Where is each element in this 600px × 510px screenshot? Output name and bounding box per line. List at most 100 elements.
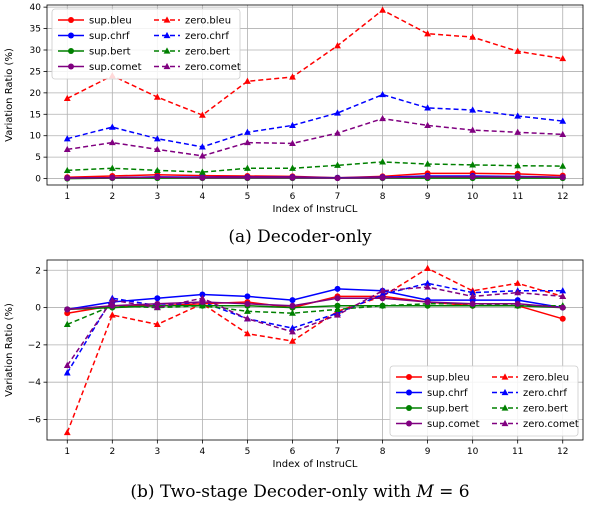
legend-label: sup.bleu [427,373,470,384]
data-point-sup.comet [244,174,251,181]
legend-label: sup.bert [89,47,131,58]
x-tick-label: 4 [200,192,206,202]
data-point-zero.bert [469,161,477,168]
data-point-zero.comet [334,129,341,136]
data-point-zero.bleu [198,111,206,118]
data-point-zero.chrf [424,279,432,286]
data-point-zero.chrf [424,104,432,111]
data-point-zero.chrf [289,121,296,129]
y-tick-label: −6 [28,415,42,425]
caption-bottom: (b) Two-stage Decoder-only with M = 6 [130,482,469,502]
data-point-zero.bleu [63,428,71,436]
caption-bottom-text: (b) Two-stage Decoder-only with [130,482,416,502]
legend-swatch-marker [163,16,171,23]
y-tick-label: 35 [30,25,41,35]
axes-frame [46,259,584,441]
y-tick-label: 40 [30,3,42,13]
y-tick-label: 15 [30,110,41,120]
y-tick-label: −4 [28,378,42,388]
series-line-zero.bleu [66,267,563,433]
data-point-zero.comet [153,145,161,153]
data-point-sup.comet [469,173,476,180]
legend-box [51,8,241,80]
x-tick-label: 6 [290,192,296,202]
data-point-zero.comet [469,292,477,299]
data-point-zero.chrf [63,135,71,142]
data-point-sup.comet [64,306,71,313]
legend-box [389,365,579,437]
data-point-zero.bert [334,305,341,313]
data-point-zero.bert [334,161,341,168]
x-tick-label: 8 [380,192,386,202]
data-point-zero.comet [424,121,432,129]
data-point-zero.comet [469,126,477,133]
data-point-sup.comet [64,175,71,182]
axes-frame [46,4,584,186]
legend-swatch-marker [68,63,74,70]
data-point-zero.comet [153,303,161,311]
data-point-zero.comet [108,138,116,146]
legend-swatch-marker [501,404,509,411]
data-point-sup.comet [559,174,566,181]
data-point-zero.comet [289,328,296,335]
caption-bottom-math-rest: = 6 [434,482,470,502]
series-line-sup.bert [67,304,563,311]
data-point-zero.bleu [244,77,251,84]
data-point-zero.bert [244,164,251,171]
data-point-zero.bert [559,162,567,169]
data-point-zero.bleu [63,94,71,102]
x-tick-label: 1 [64,447,70,457]
data-point-sup.comet [289,302,296,309]
x-tick-label: 8 [380,447,386,457]
legend-label: zero.bleu [523,373,569,384]
data-point-zero.bert [153,166,161,174]
data-point-sup.chrf [199,291,206,298]
y-axis-label: Variation Ratio (%) [4,303,15,397]
data-point-zero.bert [63,166,71,174]
x-tick-label: 5 [245,192,251,202]
y-tick-label: 5 [35,153,41,163]
legend-swatch-marker [68,32,74,39]
data-point-zero.bert [289,164,296,171]
data-point-sup.comet [559,304,566,311]
data-point-zero.bert [244,307,251,314]
data-point-zero.comet [244,138,251,146]
caption-top: (a) Decoder-only [228,227,372,247]
data-point-zero.bert [379,302,386,309]
data-point-sup.comet [109,302,116,309]
legend-swatch-marker [163,62,171,70]
legend-label: zero.chrf [185,31,229,42]
legend-swatch-marker [406,405,412,411]
legend-swatch-marker [406,389,412,396]
x-tick-label: 1 [64,192,70,202]
x-tick-label: 11 [512,192,523,202]
data-point-sup.comet [424,173,431,180]
data-point-sup.comet [514,300,521,307]
legend-swatch-marker [406,420,412,427]
data-point-sup.chrf [154,295,161,302]
data-point-zero.bert [63,320,71,327]
data-point-zero.comet [379,287,386,294]
data-point-sup.chrf [244,293,251,300]
x-tick-label: 3 [154,447,160,457]
x-tick-label: 2 [109,192,115,202]
x-tick-label: 12 [557,447,568,457]
caption-bottom-wrapper: (b) Two-stage Decoder-only with M = 6 [130,482,469,502]
data-point-sup.comet [424,298,431,305]
y-axis-label: Variation Ratio (%) [4,48,15,142]
data-point-zero.bleu [514,279,522,286]
data-point-zero.comet [379,114,386,122]
series-line-sup.chrf [67,288,563,311]
legend-swatch-marker [406,374,412,380]
data-point-zero.bert [289,309,296,316]
data-point-sup.comet [154,174,161,181]
data-point-zero.comet [559,292,567,299]
legend-swatch-marker [501,373,509,380]
caption-top-wrapper: (a) Decoder-only [228,227,372,247]
x-tick-label: 6 [290,447,296,457]
data-point-zero.chrf [514,112,522,119]
data-point-zero.bert [379,158,386,165]
data-point-zero.bert [108,164,116,171]
data-point-zero.comet [424,283,432,290]
